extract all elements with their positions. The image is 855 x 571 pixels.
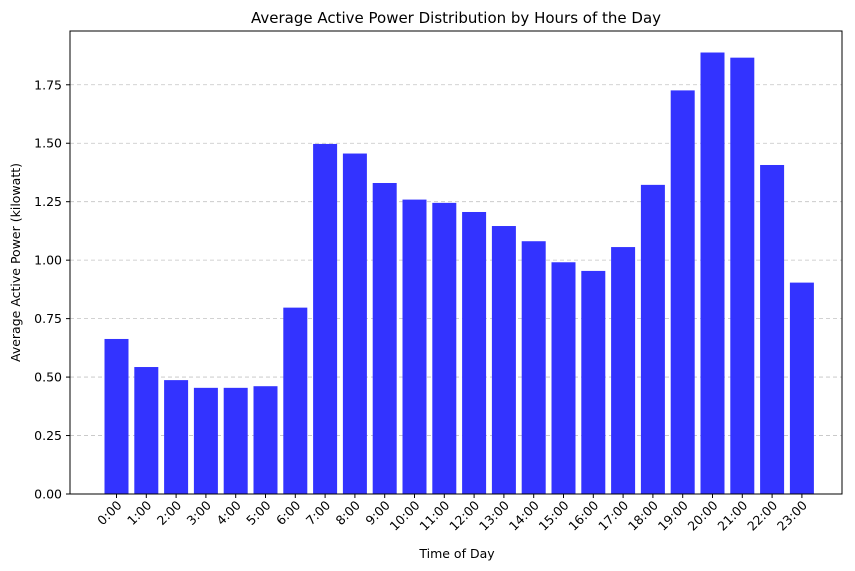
bar (789, 282, 814, 494)
x-tick-label: 8:00 (333, 497, 363, 527)
bar (670, 90, 695, 494)
bar (760, 164, 785, 495)
y-tick-label: 1.75 (34, 77, 62, 92)
y-axis: 0.00 0.25 0.50 0.75 1.00 1.25 1.50 1.75 (34, 77, 70, 502)
bar (313, 143, 338, 494)
x-tick-label: 10:00 (387, 497, 423, 533)
y-tick-label: 0.00 (34, 487, 62, 502)
x-tick-label: 21:00 (714, 497, 750, 533)
x-tick-label: 1:00 (124, 497, 154, 527)
bar (372, 182, 397, 495)
x-tick-label: 13:00 (476, 497, 512, 533)
bar (283, 307, 308, 494)
bar (491, 226, 516, 494)
bars (104, 52, 814, 495)
x-tick-label: 23:00 (774, 497, 810, 533)
y-tick-label: 0.75 (34, 311, 62, 326)
x-tick-label: 18:00 (625, 497, 661, 533)
x-tick-label: 11:00 (416, 497, 452, 533)
plot-frame (69, 30, 843, 495)
bar (104, 338, 129, 494)
x-tick-label: 2:00 (154, 497, 184, 527)
x-tick-label: 7:00 (303, 497, 333, 527)
y-tick-label: 0.50 (34, 370, 62, 385)
bar (193, 387, 218, 494)
x-tick-label: 16:00 (565, 497, 601, 533)
bar (342, 153, 367, 494)
x-tick-label: 4:00 (213, 497, 243, 527)
bar (730, 57, 755, 494)
bar (402, 199, 427, 494)
bar (611, 247, 636, 494)
y-tick-label: 0.25 (34, 428, 62, 443)
x-tick-label: 6:00 (273, 497, 303, 527)
y-axis-label: Average Active Power (kilowatt) (8, 163, 23, 362)
bar (223, 387, 248, 494)
bar (164, 380, 189, 494)
x-tick-label: 15:00 (536, 497, 572, 533)
bar (551, 262, 576, 494)
x-tick-label: 3:00 (184, 497, 214, 527)
x-tick-label: 0:00 (94, 497, 124, 527)
x-tick-label: 12:00 (446, 497, 482, 533)
x-axis-label: Time of Day (418, 546, 495, 561)
bar (462, 211, 487, 494)
x-tick-label: 19:00 (655, 497, 691, 533)
x-tick-label: 14:00 (506, 497, 542, 533)
x-tick-label: 22:00 (744, 497, 780, 533)
bar (521, 241, 546, 494)
y-tick-label: 1.00 (34, 253, 62, 268)
x-axis: 0:00 1:00 2:00 3:00 4:00 5:00 6:00 7:00 8:00 9:00… (94, 494, 810, 534)
bar (581, 270, 606, 494)
bar (432, 202, 457, 494)
bar (700, 52, 725, 495)
bar (253, 386, 278, 494)
bar (640, 184, 665, 494)
y-tick-label: 1.50 (34, 136, 62, 151)
x-tick-label: 20:00 (685, 497, 721, 533)
y-tick-label: 1.25 (34, 194, 62, 209)
x-tick-label: 17:00 (595, 497, 631, 533)
bar (134, 367, 159, 494)
x-tick-label: 5:00 (243, 497, 273, 527)
chart-title: Average Active Power Distribution by Hou… (251, 9, 661, 27)
